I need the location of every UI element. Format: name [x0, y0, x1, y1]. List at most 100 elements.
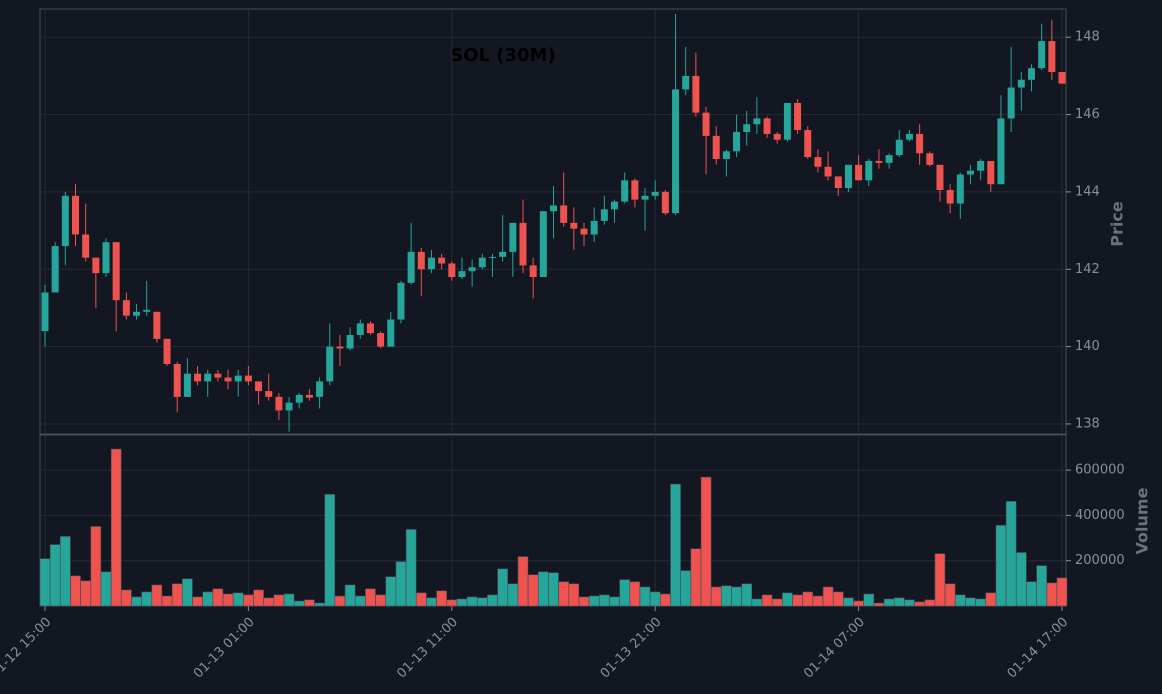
candle-body [611, 201, 619, 210]
candle-body [204, 373, 212, 382]
candle-body [1058, 72, 1066, 84]
volume-bar [883, 598, 895, 607]
volume-bar [1036, 565, 1047, 607]
candle-body [956, 174, 964, 204]
volume-bar [293, 600, 305, 607]
candle-body [234, 375, 242, 382]
candle-body [305, 394, 313, 398]
volume-bar [70, 575, 81, 607]
volume-bar [314, 602, 325, 607]
candle-body [285, 402, 293, 411]
candle-body [346, 335, 354, 349]
volume-bar [771, 598, 783, 607]
candle-body [51, 246, 59, 293]
candle-body [1017, 79, 1025, 88]
candle-body [265, 391, 273, 397]
candle-body [600, 209, 608, 221]
y2-tick-label: 200000 [1075, 553, 1125, 568]
volume-bar [385, 576, 397, 607]
candle-body [855, 164, 863, 181]
volume-bar [487, 594, 498, 607]
volume-bar [812, 595, 824, 607]
candle-body [743, 124, 751, 132]
volume-bar [873, 602, 885, 607]
candle-body [580, 228, 588, 235]
volume-bar [761, 594, 773, 607]
candle-body [926, 153, 934, 165]
candle-body [214, 373, 222, 378]
volume-bar [660, 593, 671, 607]
volume-bar [853, 600, 864, 607]
volume-bar [578, 596, 590, 607]
candle-body [407, 251, 415, 283]
candle-body [875, 160, 883, 163]
candle-body [885, 155, 893, 163]
volume-bar [629, 581, 641, 607]
volume-bar [212, 588, 224, 607]
volume-bar [141, 591, 152, 607]
candle-body [275, 396, 283, 411]
volume-bar [405, 529, 417, 607]
volume-bar [171, 583, 183, 607]
volume-bar [934, 553, 946, 607]
volume-bar [975, 598, 986, 607]
volume-bar [843, 597, 854, 607]
volume-bar [466, 596, 478, 607]
candle-body [72, 195, 80, 235]
volume-bar [639, 586, 651, 607]
candle-body [804, 130, 812, 158]
candle-body [122, 300, 130, 316]
volume-bar [944, 583, 956, 607]
candle-body [946, 189, 954, 204]
y-tick-label: 144 [1075, 184, 1100, 199]
volume-bar [375, 594, 386, 607]
volume-bar [354, 595, 366, 607]
volume-bar [100, 571, 112, 607]
volume-bar [1005, 501, 1017, 607]
volume-bar [324, 494, 336, 607]
candle-body [163, 338, 171, 365]
candle-body [295, 394, 303, 403]
volume-bar [334, 595, 346, 607]
candle-body [427, 257, 435, 270]
candle-body [1007, 87, 1015, 119]
volume-bar [161, 595, 173, 607]
candle-body [529, 265, 537, 277]
volume-bar [832, 591, 844, 607]
candle-body [987, 160, 995, 185]
volume-bar [283, 593, 295, 607]
candle-body [458, 271, 466, 277]
candle-body [438, 257, 446, 264]
candle-body [448, 263, 456, 277]
candle-body [560, 205, 568, 223]
volume-bar [782, 592, 793, 607]
volume-bar [710, 586, 722, 607]
volume-bar [344, 584, 356, 607]
candle-body [651, 191, 659, 196]
volume-bar [182, 578, 193, 607]
volume-bar [893, 597, 905, 607]
y-tick-label: 146 [1075, 107, 1100, 122]
volume-bar [751, 598, 763, 607]
candle-body [834, 176, 842, 189]
candle-body [550, 205, 557, 212]
volume-bar [1046, 582, 1058, 607]
candle-body [621, 180, 629, 202]
candle-body [92, 257, 100, 274]
candle-body [753, 118, 761, 125]
candle-body [326, 346, 334, 382]
volume-bar [924, 599, 936, 607]
volume-bar [670, 483, 681, 607]
volume-bar [426, 597, 437, 607]
candle-body [682, 75, 690, 90]
candle-body [763, 118, 771, 134]
candle-body [692, 75, 700, 113]
candle-body [183, 373, 191, 397]
volume-bar [395, 561, 407, 607]
volume-bar [90, 526, 102, 607]
candle-body [590, 220, 598, 235]
volume-bar [253, 589, 264, 607]
volume-bar [110, 448, 122, 607]
candle-body [316, 381, 324, 397]
